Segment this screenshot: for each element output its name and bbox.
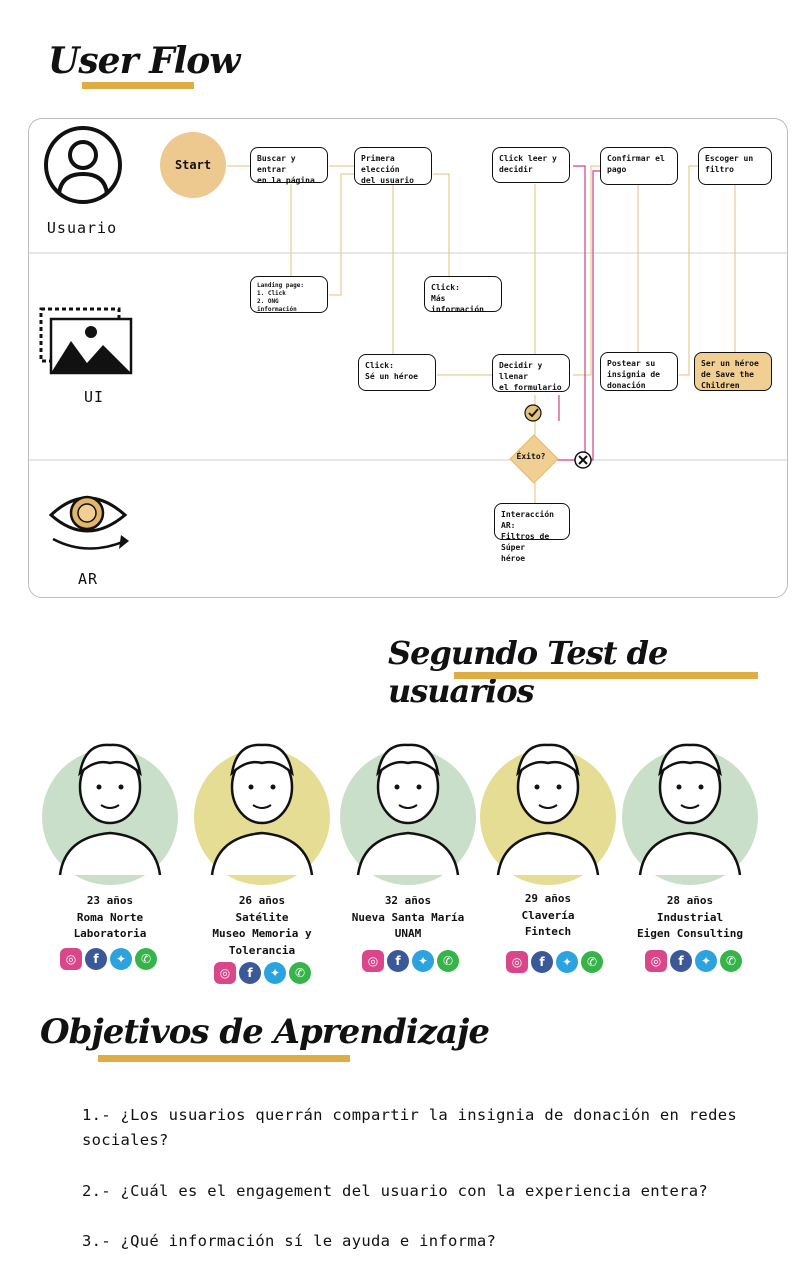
flow-start-node: Start [160,132,226,198]
persona-info: 26 años Satélite Museo Memoria y Toleranci… [187,893,337,959]
flow-node-primera: Primera elección del usuario [354,147,432,185]
flow-node-se-heroe: Click: Sé un héroe [358,354,436,391]
error-path-lines [555,165,601,461]
objective-3: 3.- ¿Qué información sí le ayuda e infor… [82,1232,497,1250]
flow-node-escoger: Escoger un filtro [698,147,772,185]
persona-avatar [194,743,330,885]
flow-node-landing: Landing page: 1. Click 2. ONG informació… [250,276,328,313]
flow-connectors [29,126,787,550]
twitter-icon: ✦ [110,948,132,970]
persona-work: UNAM [394,927,422,940]
lane-label-usuario: Usuario [46,219,118,237]
persona-work: Fintech [524,925,572,938]
user-flow-title: User Flow [48,40,240,82]
flow-node-confirmar: Confirmar el pago [600,147,678,185]
instagram-icon: ◎ [60,948,82,970]
persona-work: Museo Memoria y Tolerancia [212,927,312,957]
persona-work: Eigen Consulting [637,927,743,940]
persona-age: 32 años [384,894,432,907]
persona-place: Nueva Santa María [351,910,465,924]
persona-info: 23 años Roma Norte Laboratoria [35,893,185,943]
twitter-icon: ✦ [412,950,434,972]
persona-age: 28 años [666,894,714,907]
segundo-test-underline [454,672,758,679]
persona-avatar [42,743,178,885]
eye-icon [48,495,129,550]
segundo-test-title: Segundo Test de usuarios [388,634,668,710]
instagram-icon: ◎ [214,962,236,984]
connector-lines [227,165,736,505]
flow-node-decidir: Decidir y llenar el formulario [492,354,570,392]
persona-info: 28 años Industrial Eigen Consulting [615,893,765,943]
facebook-icon: f [85,948,107,970]
objetivos-title: Objetivos de Aprendizaje [40,1012,490,1052]
persona-social-icons: ◎ f ✦ ✆ [362,950,459,972]
check-icon [524,404,542,422]
facebook-icon: f [670,950,692,972]
facebook-icon: f [531,951,553,973]
persona-avatar [480,743,616,885]
persona-social-icons: ◎ f ✦ ✆ [645,950,742,972]
persona-place: Industrial [656,910,724,924]
whatsapp-icon: ✆ [581,951,603,973]
twitter-icon: ✦ [264,962,286,984]
flow-decision-label: Éxito? [516,452,546,461]
lane-label-ui: UI [83,388,105,406]
whatsapp-icon: ✆ [135,948,157,970]
persona-place: Satélite [235,910,289,924]
lane-label-ar: AR [77,570,99,588]
objective-2: 2.- ¿Cuál es el engagement del usuario c… [82,1182,709,1200]
objective-1: 1.- ¿Los usuarios querrán compartir la i… [82,1106,737,1149]
check-mark [528,408,539,418]
image-icon [39,307,133,375]
persona-social-icons: ◎ f ✦ ✆ [60,948,157,970]
flow-node-buscar: Buscar y entrar en la página [250,147,328,185]
facebook-icon: f [387,950,409,972]
objetivos-underline [98,1055,350,1062]
instagram-icon: ◎ [506,951,528,973]
persona-avatar [622,743,758,885]
persona-age: 26 años [238,894,286,907]
user-flow-underline [82,82,194,89]
persona-info: 32 años Nueva Santa María UNAM [333,893,483,943]
flow-node-interaccion: Interacción AR: Filtros de Súper héroe [494,503,570,563]
flow-node-ser-heroe: Ser un héroe de Save the Children [694,352,772,391]
persona-avatar [340,743,476,885]
twitter-icon: ✦ [695,950,717,972]
flow-node-postear: Postear su insignia de donación [600,352,678,391]
persona-place: Roma Norte [76,910,144,924]
decision-diamond [509,434,559,484]
flow-node-click-leer: Click leer y decidir [492,147,570,183]
persona-social-icons: ◎ f ✦ ✆ [506,951,603,973]
user-icon [44,126,122,204]
facebook-icon: f [239,962,261,984]
persona-social-icons: ◎ f ✦ ✆ [214,962,311,984]
flow-node-mas-info: Click: Más información [424,276,502,314]
persona-age: 29 años [524,892,572,905]
instagram-icon: ◎ [645,950,667,972]
persona-place: Clavería [521,908,575,922]
whatsapp-icon: ✆ [437,950,459,972]
persona-info: 29 años Clavería Fintech [473,891,623,941]
whatsapp-icon: ✆ [289,962,311,984]
whatsapp-icon: ✆ [720,950,742,972]
persona-work: Laboratoria [73,927,147,940]
twitter-icon: ✦ [556,951,578,973]
persona-age: 23 años [86,894,134,907]
instagram-icon: ◎ [362,950,384,972]
